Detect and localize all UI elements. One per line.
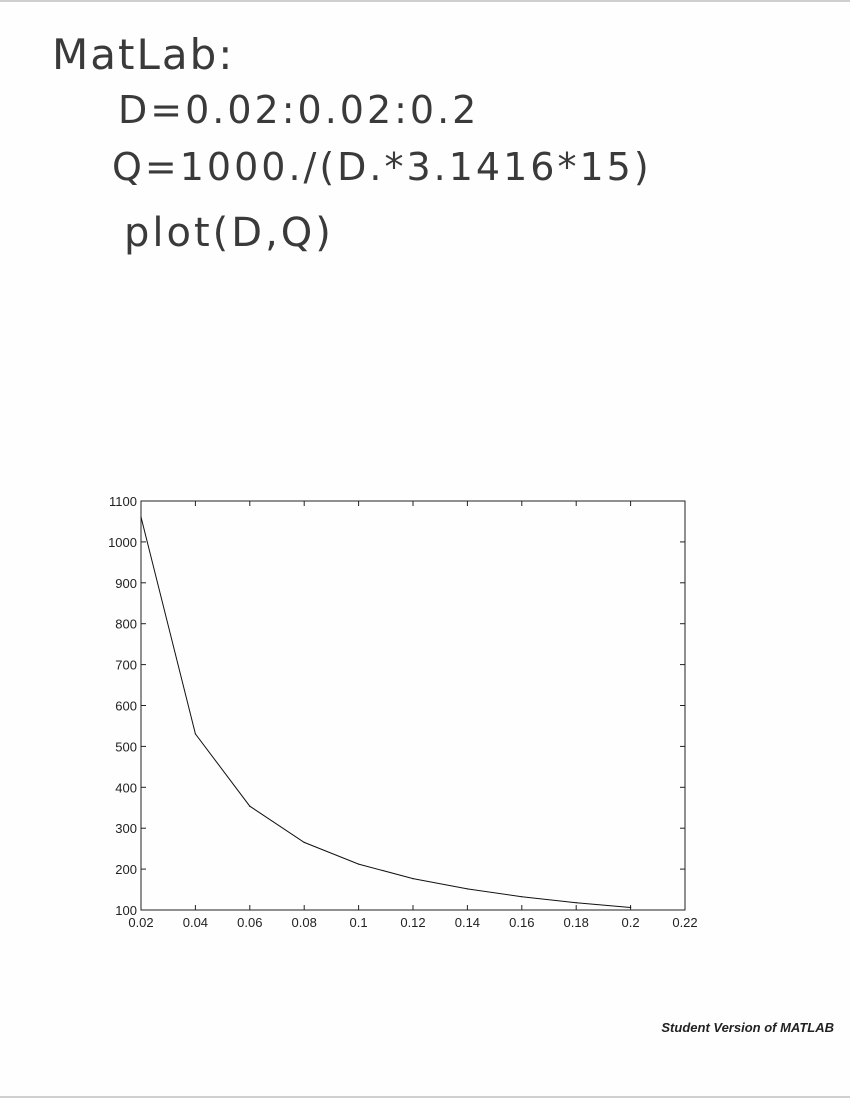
plot-frame (140, 500, 686, 911)
data-point (303, 841, 305, 843)
x-tick-label: 0.12 (400, 915, 425, 930)
handwritten-code-line-2: Q=1000./(D.*3.1416*15) (112, 145, 652, 189)
x-tick-label: 0.18 (564, 915, 589, 930)
scan-edge-top (0, 0, 850, 2)
series-line (140, 516, 631, 908)
handwritten-title: MatLab: (52, 30, 235, 79)
x-tick-label: 0.14 (455, 915, 480, 930)
x-tick-label: 0.22 (672, 915, 697, 930)
x-tick-label: 0.08 (292, 915, 317, 930)
data-point (358, 863, 360, 865)
plot-ticks (140, 500, 686, 911)
y-tick-label: 600 (115, 699, 137, 714)
data-point (249, 805, 251, 807)
x-tick-label: 0.04 (183, 915, 208, 930)
plot-tick-labels: 0.02 0.04 0.06 0.08 0.1 0.12 0.14 0.16 0.18 0.2 0.… (108, 494, 698, 930)
data-point (194, 733, 196, 735)
handwritten-code-line-3: plot(D,Q) (124, 210, 334, 256)
student-version-watermark: Student Version of MATLAB (661, 1020, 834, 1035)
y-tick-label: 300 (115, 821, 137, 836)
y-tick-label: 500 (115, 739, 137, 754)
y-tick-label: 400 (115, 780, 137, 795)
y-tick-label: 900 (115, 576, 137, 591)
plot-series (140, 516, 632, 909)
x-tick-label: 0.02 (128, 915, 153, 930)
y-tick-label: 100 (115, 903, 137, 918)
data-point (521, 896, 523, 898)
x-tick-label: 0.06 (237, 915, 262, 930)
y-tick-label: 700 (115, 658, 137, 673)
plot-axes (140, 500, 686, 911)
data-point (575, 902, 577, 904)
y-tick-label: 200 (115, 862, 137, 877)
x-tick-label: 0.2 (622, 915, 640, 930)
scan-edge-bottom (0, 1096, 850, 1098)
x-tick-label: 0.1 (350, 915, 368, 930)
data-point (140, 516, 142, 518)
y-tick-label: 1000 (108, 535, 137, 550)
y-tick-label: 1100 (109, 494, 137, 509)
y-tick-label: 800 (115, 617, 137, 632)
data-point (466, 888, 468, 890)
data-point (630, 906, 632, 909)
data-point (412, 877, 414, 880)
handwritten-code-line-1: D=0.02:0.02:0.2 (118, 88, 480, 132)
x-tick-label: 0.16 (509, 915, 534, 930)
